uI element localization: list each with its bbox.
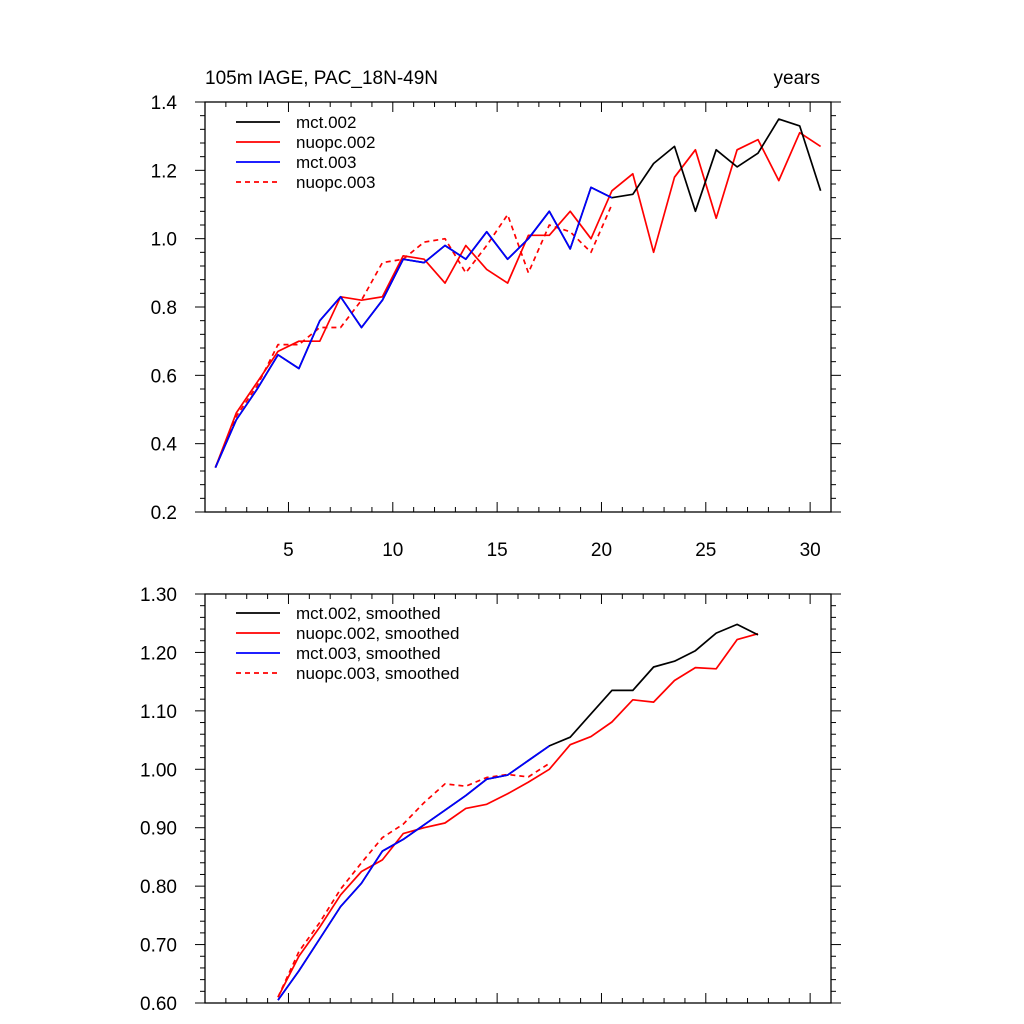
top-legend-label: nuopc.002 bbox=[296, 133, 375, 152]
top-series-line-nuopc-003 bbox=[214, 204, 613, 468]
top-x-tick-label: 20 bbox=[591, 540, 612, 561]
top-y-tick-label: 0.6 bbox=[151, 366, 177, 387]
bottom-y-tick-label: 0.90 bbox=[140, 819, 177, 840]
top-legend-label: mct.002 bbox=[296, 113, 356, 132]
top-y-tick-label: 1.4 bbox=[151, 93, 178, 114]
top-y-tick-label: 0.2 bbox=[151, 503, 177, 524]
top-series-line-nuopc-002 bbox=[214, 131, 822, 468]
bottom-y-tick-label: 1.00 bbox=[140, 760, 177, 781]
top-panel: 105m IAGE, PAC_18N-49N years 5 10 15 20 25 30… bbox=[151, 68, 841, 561]
top-chart-title: 105m IAGE, PAC_18N-49N bbox=[205, 68, 438, 89]
bottom-series-line-nuopc-003-smoothed bbox=[277, 762, 550, 998]
bottom-legend-label: nuopc.002, smoothed bbox=[296, 624, 460, 643]
bottom-legend-label: nuopc.003, smoothed bbox=[296, 664, 460, 683]
top-legend-label: mct.003 bbox=[296, 153, 356, 172]
bottom-panel: 0.60 0.70 0.80 0.90 1.00 1.10 1.20 1.30 mct.002,… bbox=[140, 585, 841, 1015]
top-chart-units-label: years bbox=[774, 68, 820, 89]
top-x-tick-label: 15 bbox=[487, 540, 508, 561]
top-x-tick-label: 30 bbox=[800, 540, 821, 561]
bottom-y-tick-label: 1.20 bbox=[140, 643, 177, 664]
bottom-y-tick-label: 0.60 bbox=[140, 994, 177, 1015]
bottom-plot-area: 0.60 0.70 0.80 0.90 1.00 1.10 1.20 1.30 mct.002,… bbox=[140, 585, 841, 1015]
bottom-y-tick-label: 1.10 bbox=[140, 702, 177, 723]
top-y-tick-label: 0.4 bbox=[151, 435, 178, 456]
top-legend-label: nuopc.003 bbox=[296, 173, 375, 192]
top-y-tick-label: 1.2 bbox=[151, 161, 177, 182]
bottom-y-tick-label: 1.30 bbox=[140, 585, 177, 606]
bottom-y-tick-label: 0.70 bbox=[140, 936, 177, 957]
bottom-legend-label: mct.002, smoothed bbox=[296, 604, 441, 623]
top-plot-area: 5 10 15 20 25 300.20.40.60.81.01.21.4mct.002n… bbox=[151, 93, 841, 561]
bottom-y-tick-label: 0.80 bbox=[140, 877, 177, 898]
top-series-line-mct-003 bbox=[214, 186, 613, 468]
bottom-series-line-nuopc-002-smoothed bbox=[277, 632, 759, 998]
top-y-tick-label: 1.0 bbox=[151, 230, 177, 251]
top-x-tick-label: 10 bbox=[382, 540, 403, 561]
top-x-tick-label: 5 bbox=[283, 540, 294, 561]
bottom-legend-label: mct.003, smoothed bbox=[296, 644, 441, 663]
bottom-series-line-mct-003-smoothed bbox=[277, 745, 550, 1001]
top-x-tick-label: 25 bbox=[695, 540, 716, 561]
top-y-tick-label: 0.8 bbox=[151, 298, 177, 319]
